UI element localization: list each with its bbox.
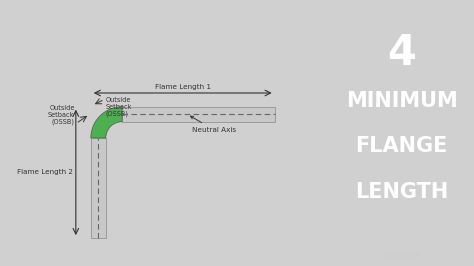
Text: FLANGE: FLANGE xyxy=(356,136,448,156)
Text: 4: 4 xyxy=(387,32,416,74)
Text: Outside
Setback
(OSSB): Outside Setback (OSSB) xyxy=(48,105,74,125)
Text: LENGTH: LENGTH xyxy=(355,181,448,202)
Text: WWW.ROBU.IN: WWW.ROBU.IN xyxy=(382,253,422,258)
Text: Flame Length 2: Flame Length 2 xyxy=(18,169,73,175)
Polygon shape xyxy=(91,138,106,238)
Text: Neutral Axis: Neutral Axis xyxy=(191,116,236,133)
Polygon shape xyxy=(122,107,274,122)
Polygon shape xyxy=(91,107,122,138)
Text: Outside
Setback
(OSSB): Outside Setback (OSSB) xyxy=(106,97,132,117)
Text: Flame Length 1: Flame Length 1 xyxy=(155,85,211,90)
Text: MINIMUM: MINIMUM xyxy=(346,91,457,111)
